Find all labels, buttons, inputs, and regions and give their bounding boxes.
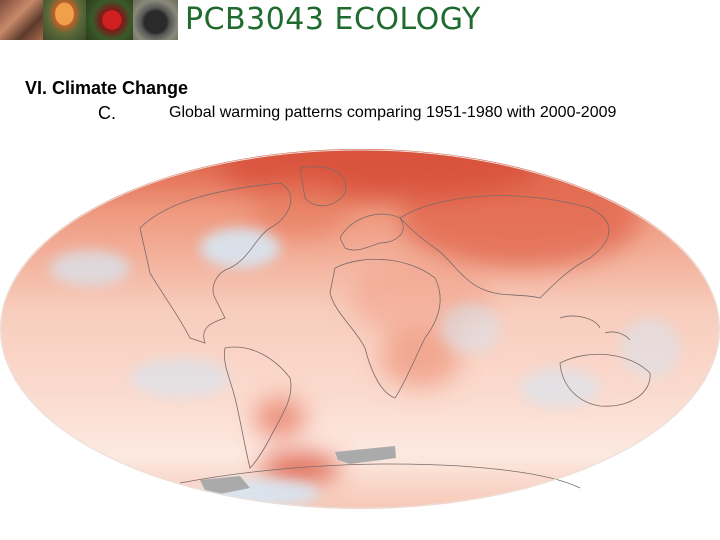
moth-photo xyxy=(0,0,43,40)
header-photo-strip xyxy=(0,0,178,40)
flower-photo xyxy=(86,0,133,40)
subsection-letter: C. xyxy=(98,103,116,123)
beetle-photo xyxy=(133,0,178,40)
global-temperature-anomaly-map xyxy=(0,149,720,509)
coastlines xyxy=(139,166,651,489)
anomaly-field xyxy=(0,149,720,509)
course-title: PCB3043 ECOLOGY xyxy=(185,2,481,37)
mushroom-photo xyxy=(43,0,86,40)
subsection-text: Global warming patterns comparing 1951-1… xyxy=(169,104,617,121)
section-heading: VI. Climate Change xyxy=(25,78,189,98)
no-data-areas xyxy=(200,446,396,494)
